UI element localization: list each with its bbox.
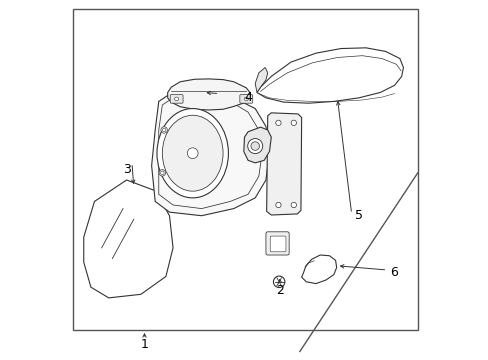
Ellipse shape xyxy=(159,170,165,176)
Polygon shape xyxy=(255,67,267,93)
Text: 5: 5 xyxy=(354,209,362,222)
Ellipse shape xyxy=(162,128,165,132)
Polygon shape xyxy=(167,79,249,110)
Polygon shape xyxy=(244,127,271,163)
Ellipse shape xyxy=(273,276,285,288)
Ellipse shape xyxy=(157,109,228,198)
Text: 6: 6 xyxy=(390,266,398,279)
Ellipse shape xyxy=(247,139,262,154)
Ellipse shape xyxy=(162,115,223,191)
Ellipse shape xyxy=(290,120,296,126)
Ellipse shape xyxy=(176,133,208,173)
FancyBboxPatch shape xyxy=(265,232,288,255)
Ellipse shape xyxy=(275,120,281,126)
FancyBboxPatch shape xyxy=(170,95,183,103)
Ellipse shape xyxy=(290,202,296,208)
Polygon shape xyxy=(83,180,173,298)
Text: 1: 1 xyxy=(140,338,148,351)
Text: 4: 4 xyxy=(244,91,251,104)
Text: 3: 3 xyxy=(122,163,130,176)
Ellipse shape xyxy=(160,171,164,175)
Ellipse shape xyxy=(169,124,216,182)
Ellipse shape xyxy=(244,97,248,101)
Polygon shape xyxy=(151,91,269,216)
Ellipse shape xyxy=(275,202,281,208)
Ellipse shape xyxy=(187,148,198,158)
Text: 2: 2 xyxy=(276,284,284,297)
Polygon shape xyxy=(301,255,336,284)
Polygon shape xyxy=(266,113,301,215)
Polygon shape xyxy=(257,48,403,103)
FancyBboxPatch shape xyxy=(270,236,285,252)
Ellipse shape xyxy=(250,142,259,150)
FancyBboxPatch shape xyxy=(240,95,252,103)
Ellipse shape xyxy=(174,97,179,101)
Ellipse shape xyxy=(161,127,167,133)
